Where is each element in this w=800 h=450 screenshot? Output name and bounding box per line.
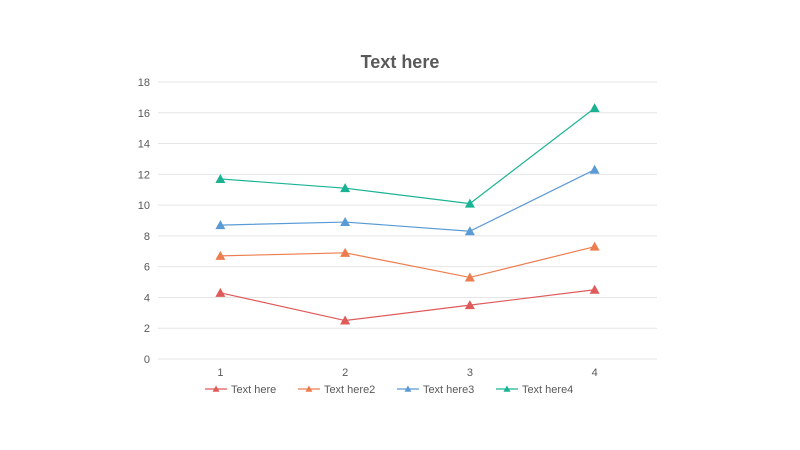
- y-tick-label: 2: [144, 323, 150, 335]
- legend-marker: [305, 385, 313, 392]
- x-tick-label: 2: [342, 367, 348, 379]
- chart-title: Text here: [361, 52, 440, 72]
- legend: Text here Text here2 Text here3 Text here4: [205, 384, 573, 396]
- legend-marker: [503, 385, 511, 392]
- series-lines: [215, 103, 600, 325]
- y-tick-label: 8: [144, 231, 150, 243]
- y-tick-label: 18: [138, 77, 150, 89]
- legend-label: Text here4: [522, 384, 573, 396]
- y-tick-label: 12: [138, 169, 150, 181]
- data-point-triangle: [215, 250, 226, 260]
- series-4: [215, 103, 600, 208]
- data-point-triangle: [215, 173, 226, 183]
- legend-label: Text here2: [324, 384, 375, 396]
- series-3: [215, 164, 600, 236]
- legend-label: Text here: [231, 384, 276, 396]
- x-tick-label: 3: [467, 367, 473, 379]
- y-tick-label: 0: [144, 354, 150, 366]
- y-tick-label: 6: [144, 262, 150, 274]
- data-point-triangle: [464, 198, 475, 208]
- legend-marker: [404, 385, 412, 392]
- series-2: [215, 241, 600, 282]
- x-tick-label: 4: [592, 367, 598, 379]
- data-point-triangle: [464, 272, 475, 282]
- legend-item: Text here2: [297, 384, 375, 396]
- x-tick-label: 1: [217, 367, 223, 379]
- legend-label: Text here3: [423, 384, 474, 396]
- series-line: [220, 107, 595, 205]
- legend-item: Text here4: [495, 384, 573, 396]
- data-point-triangle: [215, 220, 226, 230]
- y-tick-label: 16: [138, 108, 150, 120]
- series-line: [220, 169, 595, 232]
- data-point-triangle: [340, 217, 351, 227]
- x-axis-tick-labels: 1 2 3 4: [217, 367, 597, 379]
- data-point-triangle: [464, 226, 475, 236]
- series-line: [220, 289, 595, 322]
- data-point-triangle: [589, 241, 600, 251]
- data-point-triangle: [589, 164, 600, 174]
- y-tick-label: 4: [144, 292, 150, 304]
- data-point-triangle: [215, 287, 226, 297]
- data-point-triangle: [340, 247, 351, 257]
- series-line: [220, 246, 595, 279]
- gridlines: [158, 81, 657, 360]
- legend-marker: [212, 385, 220, 392]
- series-1: [215, 284, 600, 325]
- data-point-triangle: [464, 300, 475, 310]
- data-point-triangle: [340, 183, 351, 193]
- y-tick-label: 14: [138, 139, 150, 151]
- data-point-triangle: [340, 315, 351, 325]
- legend-item: Text here: [205, 384, 276, 396]
- y-axis-tick-labels: 0 2 4 6 8 10 12 14 16 18: [138, 77, 150, 366]
- data-point-triangle: [589, 284, 600, 294]
- data-point-triangle: [589, 103, 600, 113]
- legend-item: Text here3: [396, 384, 474, 396]
- y-tick-label: 10: [138, 200, 150, 212]
